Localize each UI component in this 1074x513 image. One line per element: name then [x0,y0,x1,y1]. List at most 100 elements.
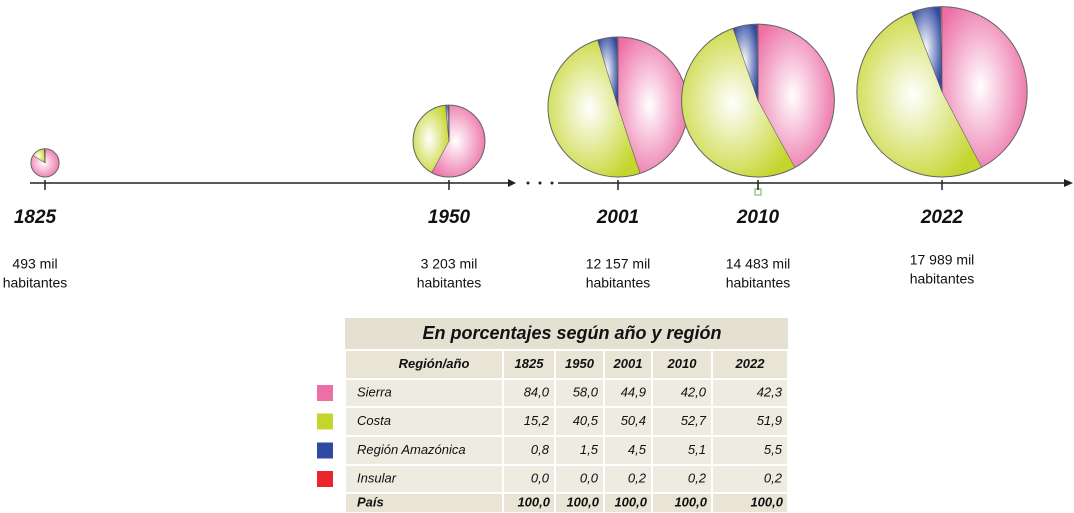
table-cell [504,466,554,492]
table-cell [713,466,787,492]
table-cell [713,408,787,435]
total-value: 100,0 [674,494,707,509]
table-value: 0,8 [531,442,550,457]
table-cell [346,466,502,492]
legend-swatch [317,385,333,401]
table-cell [556,494,603,512]
table-value: 0,0 [531,470,550,485]
table-cell [653,466,711,492]
table-cell [504,494,554,512]
total-value: 100,0 [750,494,783,509]
population-label: 14 483 mil [726,256,791,272]
year-label: 1950 [428,207,471,228]
population-label: 12 157 mil [586,256,651,272]
ellipsis-dot [550,181,554,185]
table-cell [346,408,502,435]
table-cell [504,351,554,378]
table-cell [605,408,651,435]
table-title: En porcentajes según año y región [422,323,721,343]
row-label: Región Amazónica [357,442,466,457]
table-value: 40,5 [573,413,599,428]
table-cell [346,437,502,464]
table-value: 52,7 [681,413,707,428]
table-cell [713,494,787,512]
table-value: 50,4 [621,413,646,428]
table-year: 2001 [613,356,643,371]
population-unit: habitantes [586,275,651,291]
table-cell [653,437,711,464]
row-label: Costa [357,413,391,428]
population-unit: habitantes [726,275,791,291]
table-cell [605,466,651,492]
population-label: 493 mil [12,256,57,272]
table-value: 42,3 [757,384,783,399]
table-value: 84,0 [524,384,550,399]
table-cell [556,466,603,492]
table-title-bg [345,318,788,349]
table-cell [653,351,711,378]
pie-outline [30,148,60,178]
table-value: 15,2 [524,413,550,428]
table-cell [504,408,554,435]
table-value: 1,5 [580,442,599,457]
year-label: 2001 [596,207,639,228]
legend-swatch [317,471,333,487]
table-cell [605,380,651,406]
population-unit: habitantes [910,271,975,287]
table-cell [713,437,787,464]
row-label: Insular [357,470,397,485]
table-header: Región/año [399,356,470,371]
pie-outline [856,6,1028,178]
population-label: 17 989 mil [910,252,975,268]
table-value: 51,9 [757,413,782,428]
table-value: 5,5 [764,442,783,457]
table-cell [556,351,603,378]
table-value: 4,5 [628,442,647,457]
table-year: 1950 [565,356,595,371]
pie-outline [412,104,486,178]
pie-outline [681,23,835,178]
row-label: Sierra [357,384,392,399]
table-cell [713,351,787,378]
table-cell [653,408,711,435]
table-cell [713,380,787,406]
ellipsis-dot [538,181,542,185]
year-label: 2022 [920,207,964,228]
legend-swatch [317,413,333,430]
total-value: 100,0 [566,494,599,509]
ellipsis-dot [526,181,530,185]
table-value: 44,9 [621,384,646,399]
table-cell [556,408,603,435]
axis-arrow [1064,179,1073,187]
table-cell [346,494,502,512]
table-cell [556,380,603,406]
table-year: 2022 [735,356,766,371]
table-cell [504,437,554,464]
legend-swatch [317,442,333,459]
table-value: 42,0 [681,384,707,399]
table-value: 0,2 [628,470,647,485]
table-value: 5,1 [688,442,706,457]
table-year: 1825 [515,356,545,371]
year-label: 1825 [14,207,57,228]
population-unit: habitantes [417,275,482,291]
table-cell [556,437,603,464]
population-label: 3 203 mil [421,256,478,272]
total-value: 100,0 [517,494,550,509]
table-cell [346,380,502,406]
table-value: 0,0 [580,470,599,485]
table-cell [605,494,651,512]
table-value: 0,2 [764,470,783,485]
table-cell [346,351,502,378]
year-label: 2010 [736,207,780,228]
table-value: 58,0 [573,384,599,399]
table-cell [605,437,651,464]
axis-arrow [508,179,516,187]
total-value: 100,0 [614,494,647,509]
table-cell [653,380,711,406]
table-cell [605,351,651,378]
table-year: 2010 [667,356,698,371]
table-value: 0,2 [688,470,707,485]
population-unit: habitantes [3,275,68,291]
